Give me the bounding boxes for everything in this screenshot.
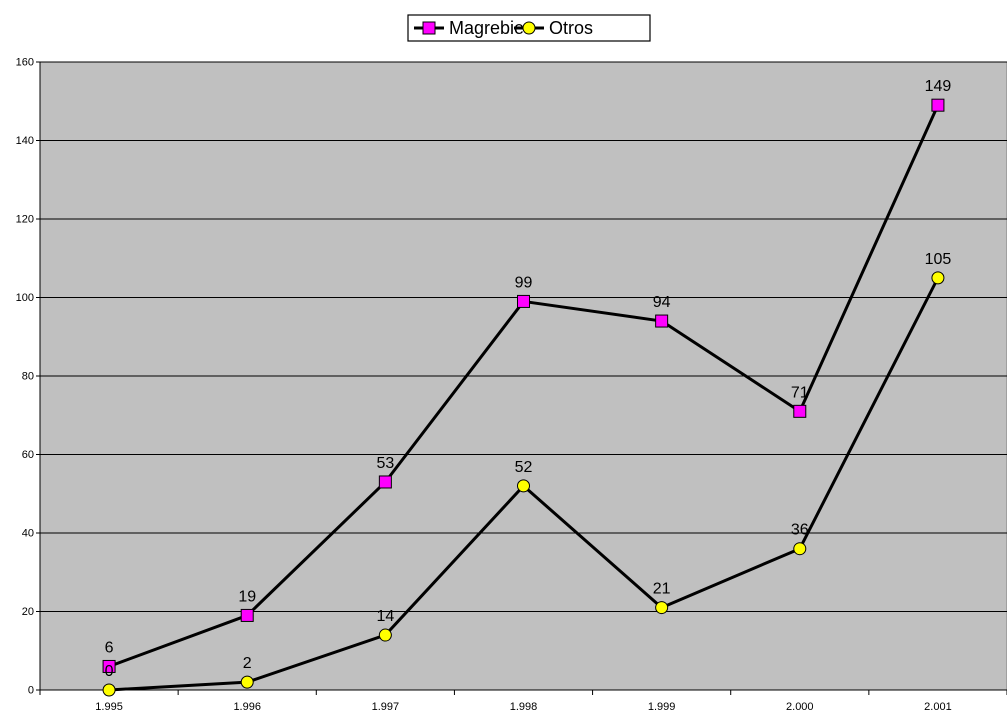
data-point-otros xyxy=(102,683,116,697)
y-tick-label: 60 xyxy=(22,449,34,461)
data-point-magrebies xyxy=(793,404,807,418)
data-label-magrebies: 99 xyxy=(515,274,533,291)
data-point-magrebies xyxy=(102,659,116,673)
y-tick-label: 80 xyxy=(22,371,34,383)
data-point-magrebies xyxy=(517,294,530,308)
data-label-otros: 105 xyxy=(925,251,952,268)
x-tick-label: 1.997 xyxy=(372,701,400,713)
data-point-magrebies xyxy=(655,314,669,328)
data-labels: 6 19 53 99 94 71 149 0 2 14 52 21 36 105 xyxy=(105,78,952,680)
series-layer xyxy=(102,98,945,697)
x-tick-label: 1.995 xyxy=(95,701,123,713)
data-label-otros: 21 xyxy=(653,581,671,598)
x-tick-label: 2.000 xyxy=(786,701,814,713)
y-tick-label: 40 xyxy=(22,528,34,540)
x-tick-label: 1.999 xyxy=(648,701,676,713)
data-label-magrebies: 149 xyxy=(925,78,952,95)
y-tick-label: 160 xyxy=(16,57,34,69)
data-point-otros xyxy=(655,601,669,615)
data-label-otros: 52 xyxy=(515,459,533,476)
y-tick-label: 120 xyxy=(16,214,34,226)
data-point-otros xyxy=(517,479,530,493)
data-label-magrebies: 53 xyxy=(376,455,394,472)
y-tick-label: 140 xyxy=(16,135,34,147)
data-point-magrebies xyxy=(240,608,254,622)
gridlines xyxy=(40,61,1007,612)
data-point-otros xyxy=(931,271,945,285)
legend-label-otros: Otros xyxy=(549,18,593,38)
legend-marker-otros xyxy=(522,21,536,35)
data-label-magrebies: 19 xyxy=(238,588,256,605)
y-tick-label: 20 xyxy=(22,606,34,618)
y-tick-label: 0 xyxy=(28,685,34,697)
data-point-otros xyxy=(793,542,807,556)
data-point-magrebies xyxy=(378,475,392,489)
legend: Magrebies Otros xyxy=(414,18,593,38)
data-point-otros xyxy=(378,628,392,642)
data-label-otros: 2 xyxy=(243,655,252,672)
y-tick-label: 100 xyxy=(16,292,34,304)
x-tick-label: 1.996 xyxy=(233,701,261,713)
data-label-otros: 14 xyxy=(376,608,394,625)
legend-label-magrebies: Magrebies xyxy=(449,18,533,38)
data-label-otros: 36 xyxy=(791,522,809,539)
data-label-magrebies: 6 xyxy=(105,639,114,656)
data-label-magrebies: 94 xyxy=(653,294,671,311)
legend-marker-magrebies xyxy=(422,21,436,35)
data-label-otros: 0 xyxy=(105,663,114,680)
data-point-magrebies xyxy=(931,98,945,112)
x-tick-label: 1.998 xyxy=(510,701,538,713)
data-point-otros xyxy=(240,675,254,689)
data-label-magrebies: 71 xyxy=(791,384,809,401)
x-tick-label: 2.001 xyxy=(924,701,952,713)
